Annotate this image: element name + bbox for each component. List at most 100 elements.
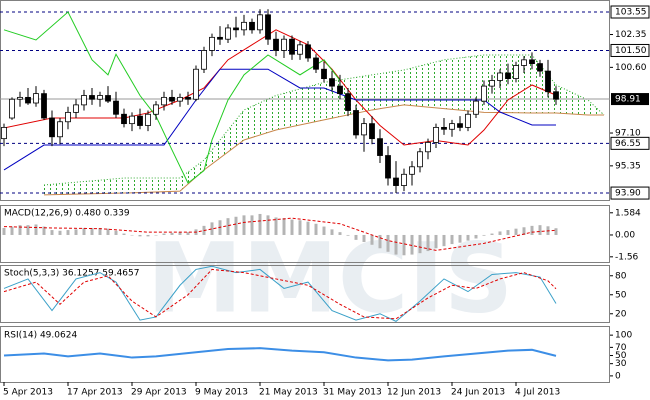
candle-body	[449, 123, 455, 130]
level-label: 103.55	[615, 8, 647, 18]
candle-body	[217, 36, 223, 40]
level-label: 93.90	[615, 189, 641, 199]
macd-bar	[250, 215, 254, 235]
candle-body	[265, 14, 271, 40]
level-box	[610, 43, 650, 57]
x-tick-label: 9 May 2013	[195, 388, 248, 398]
macd-bar	[122, 233, 126, 235]
macd-bar	[50, 230, 54, 235]
macd-bar	[82, 227, 86, 235]
macd-bar	[298, 220, 302, 235]
candle-body	[57, 121, 63, 138]
y-tick-label: 1.584	[615, 208, 641, 218]
macd-bar	[90, 227, 94, 235]
candle-body	[65, 111, 71, 123]
macd-bar	[466, 234, 470, 241]
macd-bar	[146, 234, 150, 237]
candle-body	[105, 95, 111, 102]
level-label: 101.50	[615, 46, 647, 56]
level-box	[610, 186, 650, 200]
macd-bar	[322, 226, 326, 235]
price-box	[611, 93, 649, 106]
indicator-line	[3, 265, 557, 322]
macd-bar	[234, 216, 238, 235]
y-tick-label: 50	[615, 351, 627, 361]
signal-line	[3, 217, 557, 251]
indicator-line	[3, 11, 341, 184]
candle-body	[353, 110, 359, 136]
macd-bar	[242, 215, 246, 235]
candle-body	[233, 27, 239, 31]
y-tick-label: 0	[615, 371, 621, 381]
macd-bar	[450, 234, 454, 245]
macd-bar	[386, 234, 390, 252]
y-tick-label: 20	[615, 309, 627, 319]
indicator-line	[3, 268, 557, 320]
candle-body	[481, 85, 487, 102]
candle-body	[145, 113, 151, 126]
span-a	[43, 54, 605, 186]
y-tick-label: 50	[615, 290, 627, 300]
macd-bar	[290, 219, 294, 235]
candle-body	[193, 68, 199, 100]
candle-body	[281, 38, 287, 51]
candle-body	[313, 57, 319, 70]
macd-bar	[266, 215, 270, 235]
candle-body	[257, 14, 263, 31]
candle-body	[137, 115, 143, 126]
panel-label: Stoch(5,3,3) 36.1257 59.4657	[4, 269, 139, 279]
candle-body	[41, 93, 47, 119]
level-box	[610, 136, 650, 150]
macd-bar	[186, 232, 190, 235]
candle-body	[9, 98, 15, 119]
candle-body	[289, 38, 295, 55]
candle-body	[529, 59, 535, 65]
candle-body	[121, 113, 127, 125]
candle-body	[73, 104, 79, 113]
x-tick-label: 12 Jun 2013	[387, 388, 441, 398]
candle-body	[129, 115, 135, 125]
main-panel	[0, 0, 610, 201]
candle-body	[401, 173, 407, 186]
macd-bar	[138, 234, 142, 237]
candle-body	[521, 59, 527, 66]
macd-bar	[426, 234, 430, 252]
candle-body	[369, 123, 375, 140]
macd-bar	[338, 232, 342, 235]
macd-bar	[154, 234, 158, 236]
macd-bar	[130, 234, 134, 236]
candle-body	[425, 142, 431, 153]
indicator-line	[3, 347, 557, 362]
macd-bar	[434, 234, 438, 249]
macd-bar	[10, 226, 14, 235]
candle-body	[473, 100, 479, 115]
macd-bar	[114, 230, 118, 235]
candle-body	[185, 96, 191, 100]
watermark: MMCIS	[147, 222, 513, 334]
macd-bar	[378, 234, 382, 249]
y-tick-label: 0.00	[615, 230, 635, 240]
macd-bar	[106, 228, 110, 235]
candle-body	[441, 126, 447, 130]
macd-bar	[2, 227, 6, 235]
level-label: 96.55	[615, 139, 641, 149]
x-tick-label: 17 Apr 2013	[67, 388, 123, 398]
candle-body	[49, 117, 55, 138]
panel-label: RSI(14) 49.0624	[4, 331, 77, 341]
macd-bar	[402, 234, 406, 256]
candle-body	[305, 44, 311, 59]
y-tick-label: 100.60	[615, 63, 647, 73]
macd-bar	[418, 234, 422, 254]
macd-bar	[410, 234, 414, 255]
candle-body	[505, 72, 511, 80]
macd-bar	[170, 232, 174, 235]
candle-body	[17, 96, 23, 100]
candle-body	[177, 96, 183, 102]
macd-bar	[306, 221, 310, 235]
macd-bar	[258, 213, 262, 235]
candle-body	[489, 80, 495, 87]
candle-body	[1, 126, 7, 140]
candle-body	[241, 21, 247, 31]
macd-bar	[370, 234, 374, 245]
